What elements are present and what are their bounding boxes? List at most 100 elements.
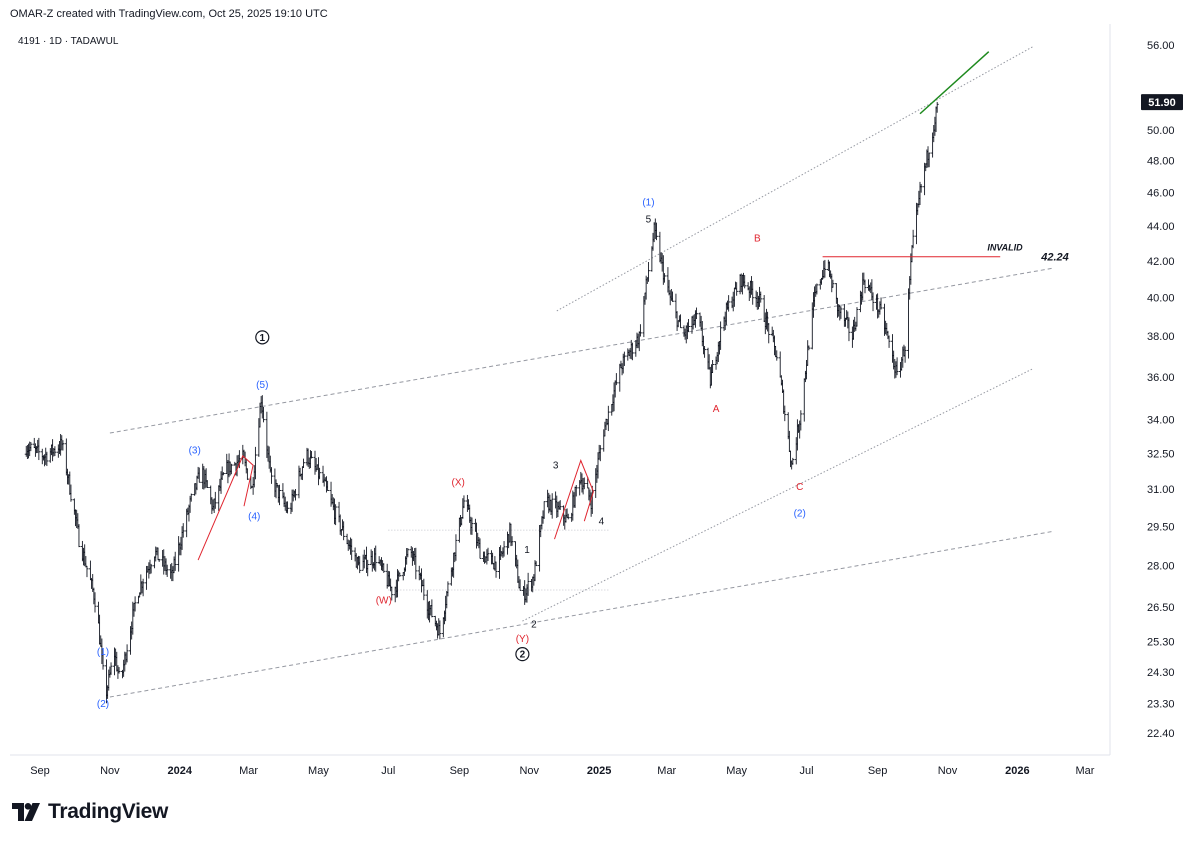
trend-channel-line (109, 530, 1054, 698)
ohlc-bar (454, 534, 458, 561)
y-tick-label: 34.00 (1147, 415, 1175, 427)
ohlc-bar (165, 564, 169, 577)
ohlc-bar (414, 547, 418, 580)
tradingview-logo-icon (12, 803, 40, 821)
ohlc-bar (406, 548, 410, 558)
ohlc-bar (261, 406, 265, 423)
tradingview-footer[interactable]: TradingView (12, 798, 168, 826)
ohlc-bar (654, 222, 658, 241)
wave-circle (515, 647, 530, 662)
x-tick-label: Sep (30, 765, 50, 777)
x-tick-label: Nov (100, 765, 120, 777)
wave-label: 4 (599, 517, 605, 528)
invalid-label: INVALID (987, 243, 1023, 253)
ohlc-bar (374, 545, 378, 572)
ohlc-bar (719, 321, 723, 350)
ohlc-bar (566, 513, 570, 520)
x-tick-label: Nov (938, 765, 958, 777)
ohlc-bar (582, 477, 586, 490)
ohlc-bar (598, 445, 602, 462)
ohlc-bar (622, 351, 626, 366)
ohlc-bar (334, 504, 338, 526)
ohlc-bar (703, 345, 707, 358)
ohlc-bar (221, 472, 225, 476)
y-tick-label: 38.00 (1147, 331, 1175, 343)
x-tick-label: Sep (868, 765, 888, 777)
y-tick-label: 40.00 (1147, 293, 1175, 305)
ohlc-bar (229, 463, 233, 475)
triangle-pattern (554, 459, 594, 540)
ohlc-bar (125, 644, 129, 663)
ohlc-bar (366, 559, 370, 577)
ohlc-bar (502, 541, 506, 557)
target-segment (919, 51, 990, 115)
ohlc-bar (783, 405, 787, 422)
y-tick-label: 48.00 (1147, 156, 1175, 168)
x-tick-label: 2025 (587, 765, 611, 777)
ohlc-bar (903, 346, 907, 363)
ohlc-bar (286, 501, 289, 514)
triangle-pattern (197, 455, 254, 561)
x-tick-label: Sep (450, 765, 470, 777)
wave-label: 3 (553, 461, 559, 472)
ohlc-bar (767, 323, 771, 344)
wave-label: 2 (520, 650, 526, 661)
x-tick-label: Jul (381, 765, 395, 777)
x-tick-label: May (726, 765, 747, 777)
wave-label: (Y) (516, 634, 529, 645)
x-tick-label: Mar (239, 765, 258, 777)
ohlc-bar (181, 523, 185, 538)
ohlc-bar (245, 468, 249, 480)
x-tick-label: Jul (800, 765, 814, 777)
x-tick-label: Mar (1076, 765, 1095, 777)
y-tick-label: 23.30 (1147, 698, 1175, 710)
ohlc-bar (671, 291, 674, 302)
y-tick-label: 42.00 (1147, 256, 1175, 268)
annotations: INVALID 42.24 (197, 51, 1069, 561)
ohlc-bar (823, 259, 827, 278)
ohlc-bar (807, 345, 811, 351)
ohlc-bar (318, 467, 322, 480)
ohlc-bar (446, 581, 450, 597)
ohlc-bar (213, 491, 217, 509)
ohlc-bar (606, 405, 610, 432)
ohlc-bar (101, 648, 105, 670)
ohlc-bar (398, 572, 402, 577)
ohlc-bar (37, 437, 41, 461)
wave-label: (4) (248, 512, 260, 523)
ohlc-bar (751, 280, 755, 305)
ohlc-bar (422, 578, 426, 601)
ohlc-bar (294, 489, 298, 501)
ohlc-bar (61, 440, 65, 451)
wave-label: (1) (97, 647, 109, 658)
ohlc-bar (462, 495, 466, 509)
ohlc-bar (253, 446, 257, 480)
ohlc-bar (574, 485, 578, 497)
ohlc-bar (157, 558, 161, 562)
invalid-value: 42.24 (1040, 252, 1069, 264)
ohlc-bar (550, 493, 554, 519)
ohlc-bar (775, 350, 779, 361)
y-tick-label: 56.00 (1147, 40, 1175, 52)
wave-label: 5 (646, 214, 652, 225)
ohlc-bar (88, 560, 92, 581)
y-tick-label: 46.00 (1147, 188, 1175, 200)
ohlc-bar (887, 335, 891, 348)
ohlc-bar (133, 596, 137, 612)
wave-label: C (796, 482, 803, 493)
y-tick-label: 44.00 (1147, 221, 1175, 233)
wave-label: (3) (189, 446, 201, 457)
ohlc-bar (390, 586, 394, 601)
y-tick-label: 22.40 (1147, 728, 1175, 740)
ohlc-bar (778, 351, 782, 378)
ohlc-bar (510, 536, 514, 546)
ohlc-bar (29, 442, 33, 452)
ohlc-bar (302, 458, 306, 468)
y-tick-label: 26.50 (1147, 602, 1175, 614)
ohlc-bar (687, 318, 691, 333)
ohlc-bar (863, 279, 867, 294)
y-tick-label: 24.30 (1147, 667, 1175, 679)
ohlc-bar (470, 517, 474, 535)
